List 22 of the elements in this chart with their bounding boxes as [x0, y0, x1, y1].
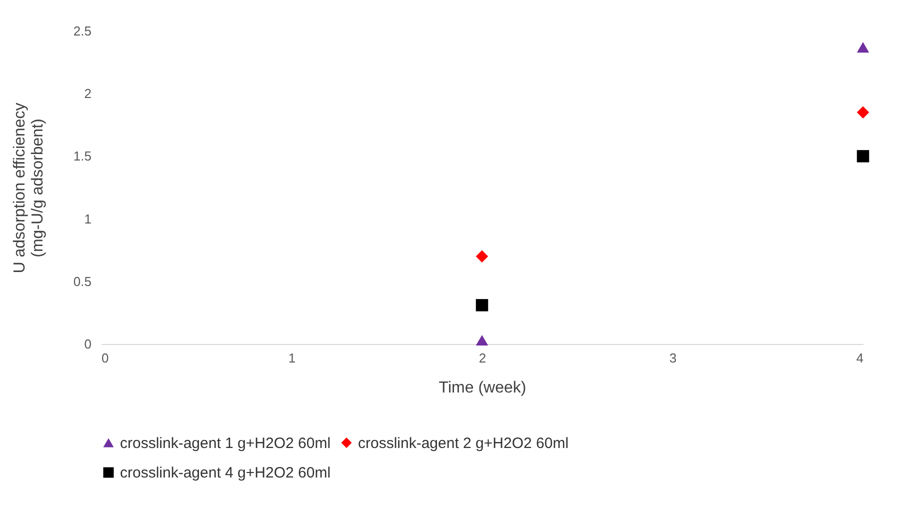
legend-label: crosslink-agent 1 g+H2O2 60ml	[120, 434, 331, 452]
y-tick-label: 1	[84, 211, 92, 226]
point	[856, 150, 870, 162]
x-tick-label: 0	[102, 350, 109, 366]
x-axis-title: Time (week)	[438, 380, 526, 396]
x-tick-label: 2	[478, 350, 486, 366]
y-tick-label: 0	[84, 336, 92, 352]
y-tick-label: 1.5	[73, 148, 92, 164]
x-tick-label: 3	[669, 350, 677, 366]
point	[476, 250, 488, 262]
y-tick-label: 2	[84, 86, 92, 102]
y-tick-label: 0.5	[73, 274, 92, 289]
point	[476, 299, 488, 312]
y-axis-title: U adsorption efficienecy (mg-U/g adsorbent)	[11, 102, 46, 274]
x-tick-label: 4	[856, 350, 864, 366]
y-tick-label: 2.5	[73, 24, 92, 38]
point	[476, 334, 488, 346]
point	[856, 42, 870, 53]
point	[856, 106, 870, 119]
legend-label: crosslink-agent 2 g+H2O2 60ml	[358, 434, 569, 452]
x-tick-label: 1	[288, 350, 296, 366]
legend-label: crosslink-agent 4 g+H2O2 60ml	[120, 464, 331, 482]
